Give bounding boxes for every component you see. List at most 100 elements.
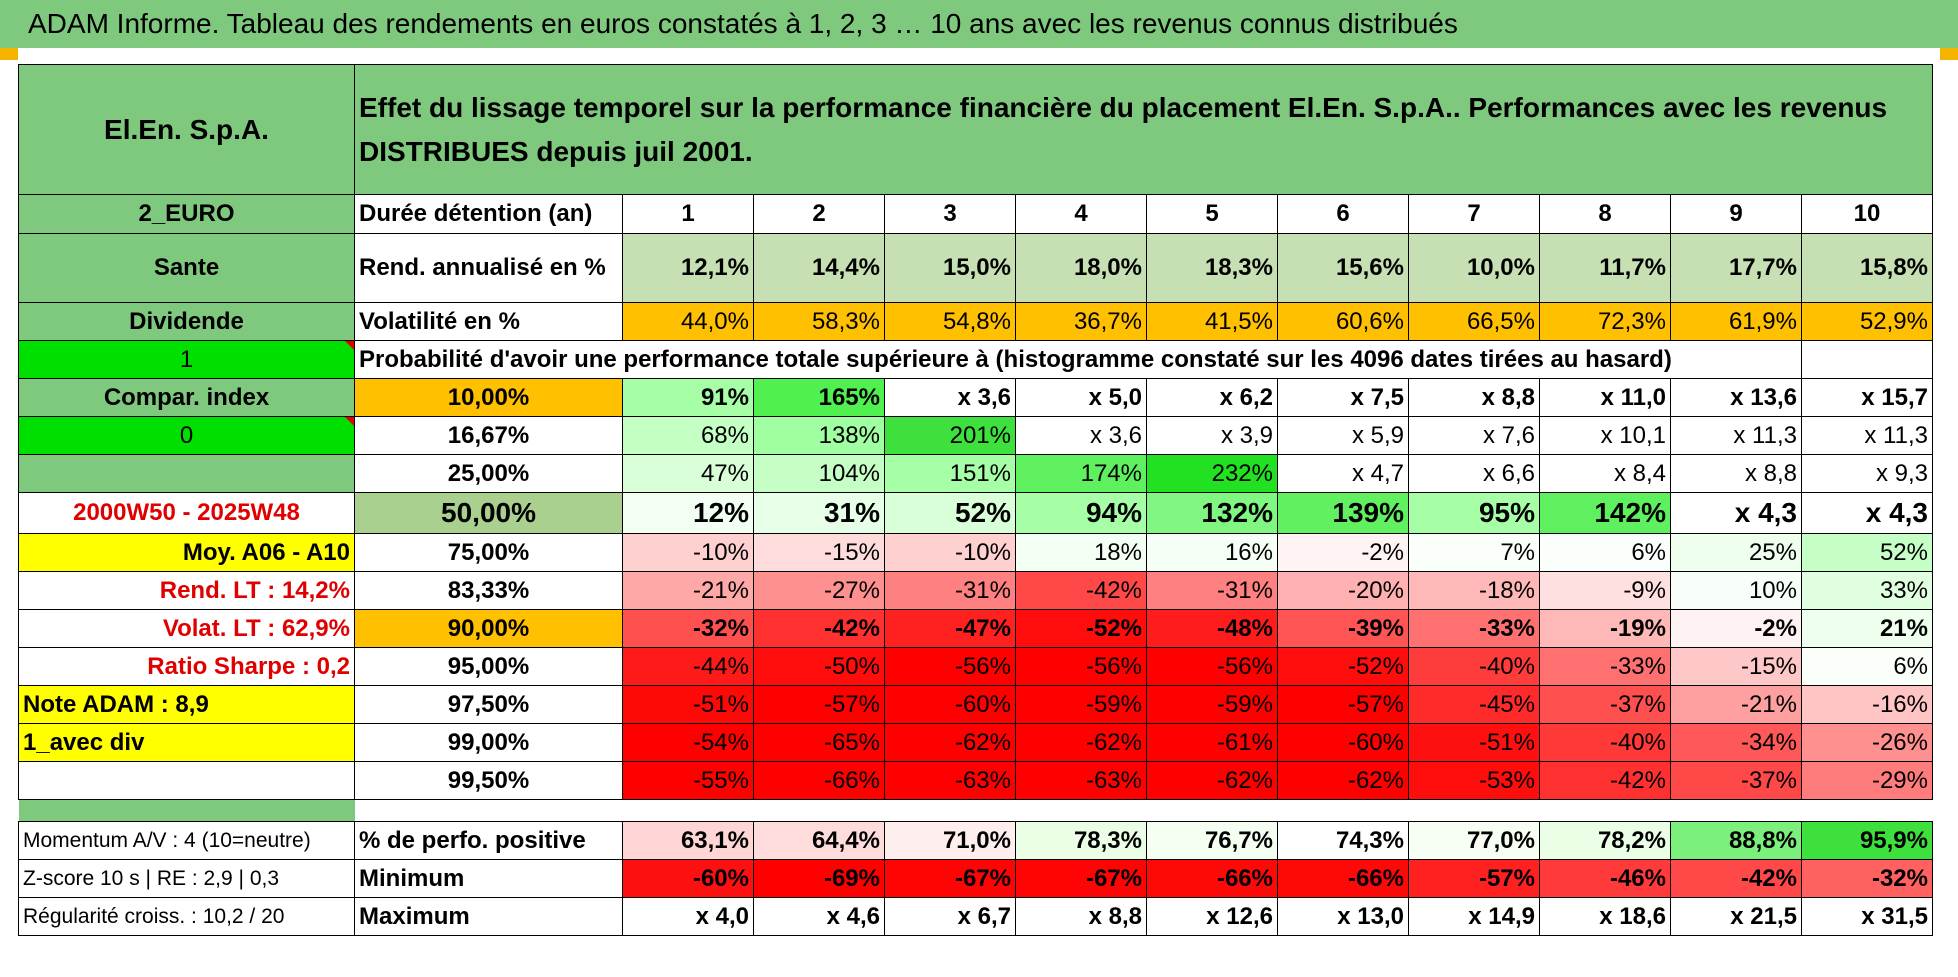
- percentile-cell: x 8,4: [1539, 454, 1671, 493]
- percentile-row: Rend. LT : 14,2% 83,33% -21% -27% -31% -42% -3…: [18, 571, 1933, 610]
- percentile-cell: -63%: [1015, 761, 1147, 800]
- percentile-cell: 142%: [1539, 492, 1671, 534]
- percentile-cell: -33%: [1408, 609, 1540, 648]
- volat-cell: 54,8%: [884, 302, 1016, 341]
- rend-cell: 15,0%: [884, 233, 1016, 303]
- percentile-cell: -32%: [622, 609, 754, 648]
- perfo-pos-cell: 78,2%: [1539, 821, 1671, 860]
- percentile-cell: x 4,3: [1670, 492, 1802, 534]
- separator-green: [18, 799, 355, 822]
- maximum-cell: x 21,5: [1670, 897, 1802, 936]
- percentile-cell: -42%: [1015, 571, 1147, 610]
- rend-cell: 18,3%: [1146, 233, 1278, 303]
- maximum-cell: x 4,6: [753, 897, 885, 936]
- percentile-cell: -10%: [884, 533, 1016, 572]
- minimum-cell: -42%: [1670, 859, 1802, 898]
- percentile-cell: 18%: [1015, 533, 1147, 572]
- side-label-div: 1_avec div: [18, 723, 355, 762]
- percentile-cell: -31%: [884, 571, 1016, 610]
- percentile-cell: 139%: [1277, 492, 1409, 534]
- maximum-cell: x 12,6: [1146, 897, 1278, 936]
- percentile-cell: 6%: [1801, 647, 1933, 686]
- regularite-label: Régularité croiss. : 10,2 / 20: [18, 897, 355, 936]
- percentile-cell: -51%: [1408, 723, 1540, 762]
- percentile-cell: x 3,9: [1146, 416, 1278, 455]
- percentile-cell: x 5,0: [1015, 378, 1147, 417]
- percentile-cell: 138%: [753, 416, 885, 455]
- percentile-row: Ratio Sharpe : 0,2 95,00% -44% -50% -56% -56%…: [18, 647, 1933, 686]
- percentile-cell: 232%: [1146, 454, 1278, 493]
- percentile-cell: 52%: [884, 492, 1016, 534]
- percentile-cell: x 8,8: [1408, 378, 1540, 417]
- percentile-cell: -56%: [1146, 647, 1278, 686]
- percentile-label: 97,50%: [354, 685, 623, 724]
- flag-cell-1[interactable]: 1: [18, 340, 355, 379]
- side-label-rend-lt: Rend. LT : 14,2%: [18, 571, 355, 610]
- percentile-cell: -29%: [1801, 761, 1933, 800]
- percentile-cell: -56%: [1015, 647, 1147, 686]
- volat-cell: 61,9%: [1670, 302, 1802, 341]
- percentile-label: 50,00%: [354, 492, 623, 534]
- percentile-cell: -40%: [1539, 723, 1671, 762]
- percentile-cell: -57%: [1277, 685, 1409, 724]
- fund-name: El.En. S.p.A.: [18, 64, 355, 195]
- percentile-cell: -37%: [1670, 761, 1802, 800]
- perfo-pos-cell: 71,0%: [884, 821, 1016, 860]
- rend-row: Sante Rend. annualisé en % 12,1% 14,4% 1…: [18, 233, 1933, 303]
- percentile-cell: -62%: [1015, 723, 1147, 762]
- percentile-label: 90,00%: [354, 609, 623, 648]
- sector-label: Sante: [18, 233, 355, 303]
- momentum-label: Momentum A/V : 4 (10=neutre): [18, 821, 355, 860]
- percentile-cell: -31%: [1146, 571, 1278, 610]
- percentile-cell: -33%: [1539, 647, 1671, 686]
- row-label-rend: Rend. annualisé en %: [354, 233, 623, 303]
- row-label-maximum: Maximum: [354, 897, 623, 936]
- percentile-cell: -15%: [753, 533, 885, 572]
- percentile-cell: -50%: [753, 647, 885, 686]
- percentile-cell: 10%: [1670, 571, 1802, 610]
- percentile-cell: -62%: [1146, 761, 1278, 800]
- percentile-cell: -62%: [884, 723, 1016, 762]
- side-label-flag2[interactable]: 0: [18, 416, 355, 455]
- percentile-row: 2000W50 - 2025W48 50,00% 12% 31% 52% 94% 132% 1…: [18, 492, 1933, 534]
- percentile-cell: -2%: [1277, 533, 1409, 572]
- percentile-cell: -20%: [1277, 571, 1409, 610]
- percentile-cell: -62%: [1277, 761, 1409, 800]
- volat-cell: 41,5%: [1146, 302, 1278, 341]
- side-label-compar: Compar. index: [18, 378, 355, 417]
- percentile-cell: x 10,1: [1539, 416, 1671, 455]
- percentile-label: 25,00%: [354, 454, 623, 493]
- perfo-pos-cell: 95,9%: [1801, 821, 1933, 860]
- percentile-label: 83,33%: [354, 571, 623, 610]
- percentile-cell: x 6,6: [1408, 454, 1540, 493]
- year-header: 10: [1801, 194, 1933, 234]
- percentile-cell: -47%: [884, 609, 1016, 648]
- rend-cell: 15,8%: [1801, 233, 1933, 303]
- percentile-cell: -21%: [622, 571, 754, 610]
- empty-cell: [1801, 340, 1933, 379]
- percentile-cell: x 3,6: [1015, 416, 1147, 455]
- percentile-cell: -59%: [1146, 685, 1278, 724]
- percentile-cell: 16%: [1146, 533, 1278, 572]
- side-empty-cell: [18, 761, 355, 800]
- percentile-cell: -53%: [1408, 761, 1540, 800]
- minimum-cell: -57%: [1408, 859, 1540, 898]
- perfo-pos-cell: 64,4%: [753, 821, 885, 860]
- performance-table: El.En. S.p.A. Effet du lissage temporel …: [18, 64, 1933, 936]
- percentile-cell: 95%: [1408, 492, 1540, 534]
- percentile-cell: -2%: [1670, 609, 1802, 648]
- volat-cell: 66,5%: [1408, 302, 1540, 341]
- rend-cell: 18,0%: [1015, 233, 1147, 303]
- percentile-cell: -51%: [622, 685, 754, 724]
- percentile-cell: -63%: [884, 761, 1016, 800]
- perfo-pos-cell: 76,7%: [1146, 821, 1278, 860]
- percentile-cell: -26%: [1801, 723, 1933, 762]
- volat-cell: 36,7%: [1015, 302, 1147, 341]
- rend-cell: 14,4%: [753, 233, 885, 303]
- row-label-duree: Durée détention (an): [354, 194, 623, 234]
- percentile-cell: 201%: [884, 416, 1016, 455]
- percentile-cell: 104%: [753, 454, 885, 493]
- maximum-cell: x 18,6: [1539, 897, 1671, 936]
- minimum-cell: -67%: [884, 859, 1016, 898]
- percentile-cell: x 5,9: [1277, 416, 1409, 455]
